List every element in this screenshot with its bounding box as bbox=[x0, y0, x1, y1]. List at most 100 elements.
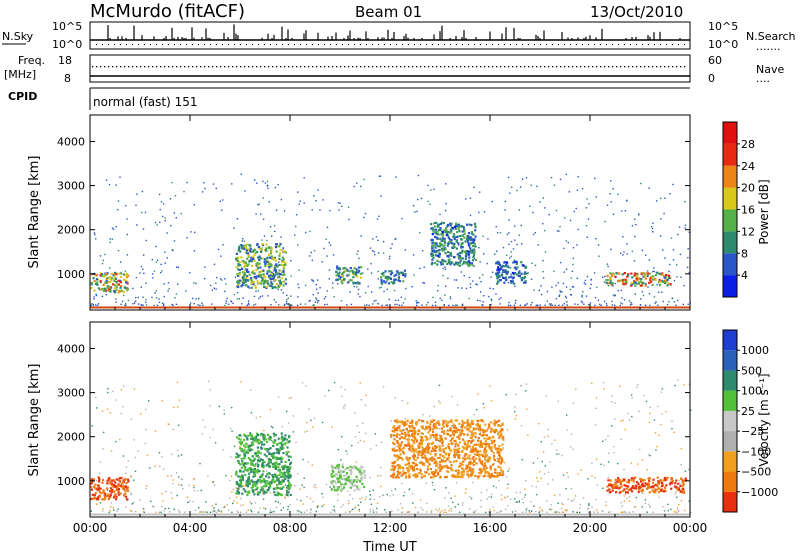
echo-pixel bbox=[678, 504, 680, 506]
echo-pixel bbox=[455, 222, 458, 225]
echo-pixel bbox=[438, 464, 442, 467]
echo-pixel bbox=[540, 477, 542, 480]
echo-pixel bbox=[666, 303, 669, 306]
echo-pixel bbox=[306, 430, 308, 433]
echo-pixel bbox=[309, 255, 311, 257]
echo-pixel bbox=[274, 467, 277, 470]
echo-pixel bbox=[684, 227, 686, 229]
echo-pixel bbox=[509, 192, 511, 194]
echo-pixel bbox=[591, 506, 593, 508]
echo-pixel bbox=[111, 488, 114, 491]
echo-pixel bbox=[588, 511, 590, 514]
echo-pixel bbox=[317, 299, 319, 302]
echo-pixel bbox=[110, 482, 114, 485]
echo-pixel bbox=[177, 509, 180, 511]
echo-pixel bbox=[127, 299, 130, 302]
echo-pixel bbox=[489, 430, 492, 433]
echo-pixel bbox=[571, 286, 574, 288]
echo-pixel bbox=[236, 279, 239, 282]
echo-pixel bbox=[254, 483, 257, 486]
echo-pixel bbox=[237, 487, 240, 490]
echo-pixel bbox=[614, 282, 616, 285]
echo-pixel bbox=[466, 235, 470, 238]
echo-pixel bbox=[673, 511, 676, 513]
echo-pixel bbox=[280, 444, 284, 447]
echo-pixel bbox=[631, 225, 634, 227]
echo-pixel bbox=[470, 249, 473, 252]
echo-pixel bbox=[495, 272, 498, 275]
echo-pixel bbox=[474, 258, 478, 262]
echo-pixel bbox=[264, 276, 267, 279]
echo-pixel bbox=[232, 488, 235, 491]
echo-pixel bbox=[103, 431, 105, 434]
echo-pixel bbox=[397, 277, 401, 280]
nave-dot bbox=[376, 66, 378, 68]
echo-pixel bbox=[146, 454, 149, 457]
echo-pixel bbox=[109, 267, 111, 269]
echo-pixel bbox=[420, 476, 423, 479]
echo-pixel bbox=[687, 248, 689, 250]
echo-pixel bbox=[404, 272, 407, 276]
echo-pixel bbox=[328, 389, 330, 392]
echo-pixel bbox=[585, 225, 588, 227]
echo-pixel bbox=[633, 506, 636, 508]
noise-search-dot bbox=[114, 44, 115, 45]
echo-pixel bbox=[103, 492, 106, 495]
echo-pixel bbox=[321, 493, 323, 495]
echo-pixel bbox=[606, 279, 609, 282]
echo-pixel bbox=[109, 510, 111, 512]
echo-pixel bbox=[470, 448, 473, 451]
echo-pixel bbox=[126, 286, 129, 290]
echo-pixel bbox=[444, 509, 446, 511]
echo-pixel bbox=[198, 298, 200, 300]
echo-pixel bbox=[236, 218, 239, 220]
echo-pixel bbox=[279, 282, 282, 285]
echo-pixel bbox=[418, 451, 421, 454]
echo-pixel bbox=[579, 511, 581, 514]
echo-pixel bbox=[370, 263, 372, 265]
echo-pixel bbox=[502, 276, 505, 279]
echo-pixel bbox=[316, 279, 319, 281]
echo-pixel bbox=[256, 463, 259, 465]
echo-pixel bbox=[345, 511, 347, 514]
echo-pixel bbox=[471, 462, 474, 465]
echo-pixel bbox=[278, 441, 281, 445]
echo-pixel bbox=[335, 274, 338, 277]
echo-pixel bbox=[508, 232, 510, 234]
echo-pixel bbox=[315, 486, 317, 489]
echo-pixel bbox=[470, 471, 473, 474]
echo-pixel bbox=[416, 301, 418, 304]
echo-pixel bbox=[104, 253, 106, 256]
echo-pixel bbox=[665, 274, 668, 277]
echo-pixel bbox=[637, 482, 639, 484]
echo-pixel bbox=[461, 423, 465, 426]
nave-dot bbox=[140, 66, 142, 68]
nave-dot bbox=[252, 66, 254, 68]
echo-pixel bbox=[468, 246, 471, 248]
echo-pixel bbox=[572, 247, 575, 249]
echo-pixel bbox=[417, 432, 420, 435]
echo-pixel bbox=[610, 282, 613, 285]
echo-pixel bbox=[556, 230, 559, 232]
echo-pixel bbox=[110, 450, 113, 452]
nave-dot bbox=[336, 66, 338, 68]
echo-pixel bbox=[243, 438, 246, 442]
echo-pixel bbox=[565, 173, 567, 176]
nave-dot bbox=[468, 66, 470, 68]
echo-pixel bbox=[451, 425, 453, 427]
echo-pixel bbox=[231, 406, 233, 409]
echo-pixel bbox=[390, 433, 393, 437]
echo-pixel bbox=[390, 270, 393, 273]
echo-pixel bbox=[465, 238, 468, 241]
echo-pixel bbox=[94, 487, 97, 490]
echo-pixel bbox=[623, 468, 625, 471]
echo-pixel bbox=[124, 279, 128, 282]
echo-pixel bbox=[284, 303, 286, 306]
echo-pixel bbox=[231, 491, 233, 493]
echo-pixel bbox=[256, 471, 259, 474]
echo-pixel bbox=[357, 504, 360, 506]
echo-pixel bbox=[441, 237, 445, 240]
echo-pixel bbox=[422, 414, 424, 416]
nave-dot bbox=[328, 66, 330, 68]
echo-pixel bbox=[444, 252, 447, 255]
